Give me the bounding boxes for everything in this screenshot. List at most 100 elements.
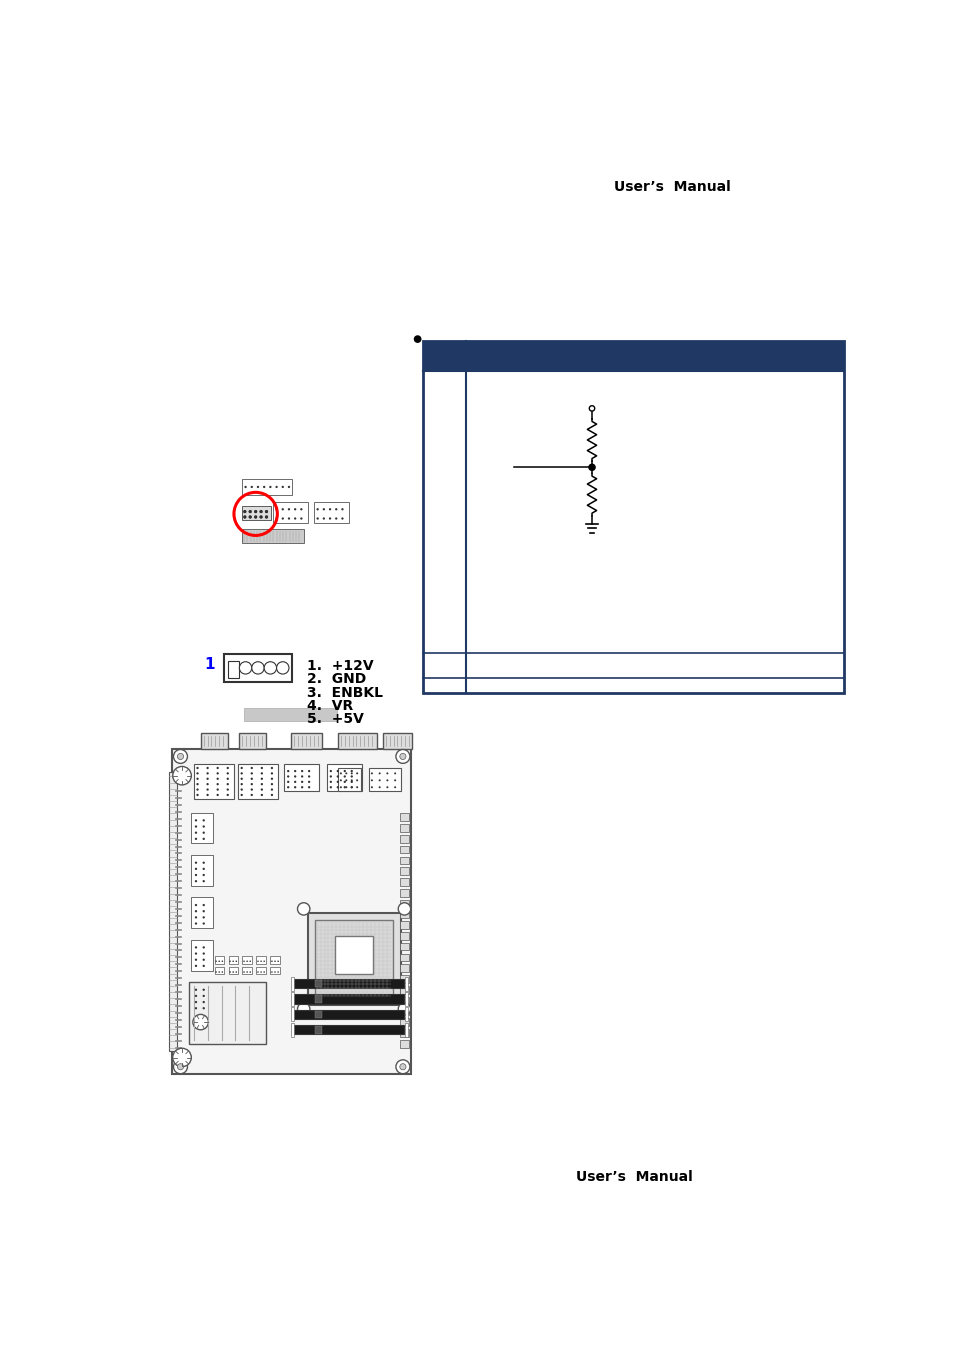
- Text: 1.  +12V: 1. +12V: [307, 659, 373, 674]
- Circle shape: [343, 775, 346, 778]
- Circle shape: [271, 783, 273, 786]
- Circle shape: [254, 516, 256, 518]
- Text: 1: 1: [595, 420, 600, 431]
- Circle shape: [215, 960, 216, 963]
- Circle shape: [229, 960, 231, 963]
- Circle shape: [271, 767, 273, 770]
- Circle shape: [227, 778, 229, 780]
- Bar: [291, 1007, 294, 1022]
- Circle shape: [350, 769, 353, 772]
- Circle shape: [173, 749, 187, 763]
- Circle shape: [308, 769, 310, 772]
- Circle shape: [202, 910, 205, 913]
- Circle shape: [271, 778, 273, 780]
- Bar: [315, 921, 393, 998]
- Bar: [284, 764, 319, 791]
- Circle shape: [251, 788, 253, 791]
- Circle shape: [341, 517, 343, 520]
- Circle shape: [345, 772, 347, 775]
- Bar: [422, 340, 843, 371]
- Bar: [314, 502, 348, 524]
- Bar: [192, 940, 213, 971]
- Circle shape: [308, 780, 310, 783]
- Circle shape: [206, 767, 209, 770]
- Bar: [239, 733, 266, 749]
- Bar: [399, 1029, 409, 1037]
- Circle shape: [218, 971, 220, 973]
- Bar: [242, 956, 252, 964]
- Bar: [399, 899, 409, 907]
- Circle shape: [301, 769, 303, 772]
- Circle shape: [194, 904, 197, 906]
- Bar: [337, 768, 360, 791]
- Bar: [399, 1018, 409, 1026]
- Text: LV1R5: LV1R5: [600, 427, 633, 437]
- Circle shape: [330, 786, 332, 788]
- Circle shape: [260, 772, 263, 775]
- Circle shape: [194, 873, 197, 876]
- Circle shape: [194, 819, 197, 822]
- Circle shape: [202, 922, 205, 925]
- Bar: [237, 764, 278, 799]
- Bar: [200, 733, 228, 749]
- Circle shape: [316, 517, 318, 520]
- Circle shape: [202, 995, 205, 998]
- Bar: [229, 956, 237, 964]
- Circle shape: [386, 786, 388, 788]
- Circle shape: [240, 767, 243, 770]
- Bar: [228, 662, 239, 678]
- Circle shape: [206, 783, 209, 786]
- Circle shape: [202, 917, 205, 918]
- Bar: [214, 956, 224, 964]
- Circle shape: [194, 922, 197, 925]
- Circle shape: [297, 1003, 310, 1015]
- Circle shape: [260, 778, 263, 780]
- Text: LV1R7: LV1R7: [600, 482, 633, 491]
- Bar: [189, 981, 266, 1044]
- Circle shape: [227, 794, 229, 796]
- Circle shape: [215, 971, 216, 973]
- Circle shape: [260, 767, 263, 770]
- Circle shape: [355, 772, 357, 775]
- Circle shape: [243, 971, 245, 973]
- Circle shape: [202, 861, 205, 864]
- Circle shape: [194, 880, 197, 883]
- Circle shape: [294, 517, 296, 520]
- Circle shape: [251, 486, 253, 489]
- Circle shape: [588, 464, 595, 470]
- Circle shape: [394, 779, 395, 782]
- Bar: [335, 936, 373, 975]
- Text: 1: 1: [595, 472, 600, 482]
- Circle shape: [301, 775, 303, 778]
- Text: 3.  ENBKL: 3. ENBKL: [307, 686, 382, 699]
- Circle shape: [277, 971, 278, 973]
- Text: 5.  +5V: 5. +5V: [307, 711, 363, 726]
- Circle shape: [345, 779, 347, 782]
- Circle shape: [263, 971, 265, 973]
- Bar: [369, 768, 401, 791]
- Circle shape: [202, 825, 205, 828]
- Circle shape: [287, 786, 289, 788]
- Circle shape: [260, 971, 261, 973]
- Circle shape: [329, 508, 331, 510]
- Text: r0402: r0402: [600, 501, 631, 510]
- Circle shape: [339, 772, 341, 775]
- Circle shape: [177, 1064, 183, 1069]
- Circle shape: [271, 772, 273, 775]
- Circle shape: [194, 917, 197, 918]
- Bar: [270, 956, 279, 964]
- Circle shape: [350, 775, 353, 778]
- Circle shape: [275, 486, 277, 489]
- Bar: [270, 967, 279, 975]
- Bar: [327, 764, 361, 791]
- Circle shape: [336, 769, 338, 772]
- Circle shape: [294, 508, 296, 510]
- Bar: [291, 976, 294, 991]
- Bar: [399, 953, 409, 961]
- Bar: [291, 1023, 294, 1037]
- Circle shape: [386, 772, 388, 775]
- Circle shape: [322, 508, 325, 510]
- Circle shape: [274, 960, 275, 963]
- Text: 2: 2: [595, 458, 600, 468]
- Circle shape: [378, 779, 380, 782]
